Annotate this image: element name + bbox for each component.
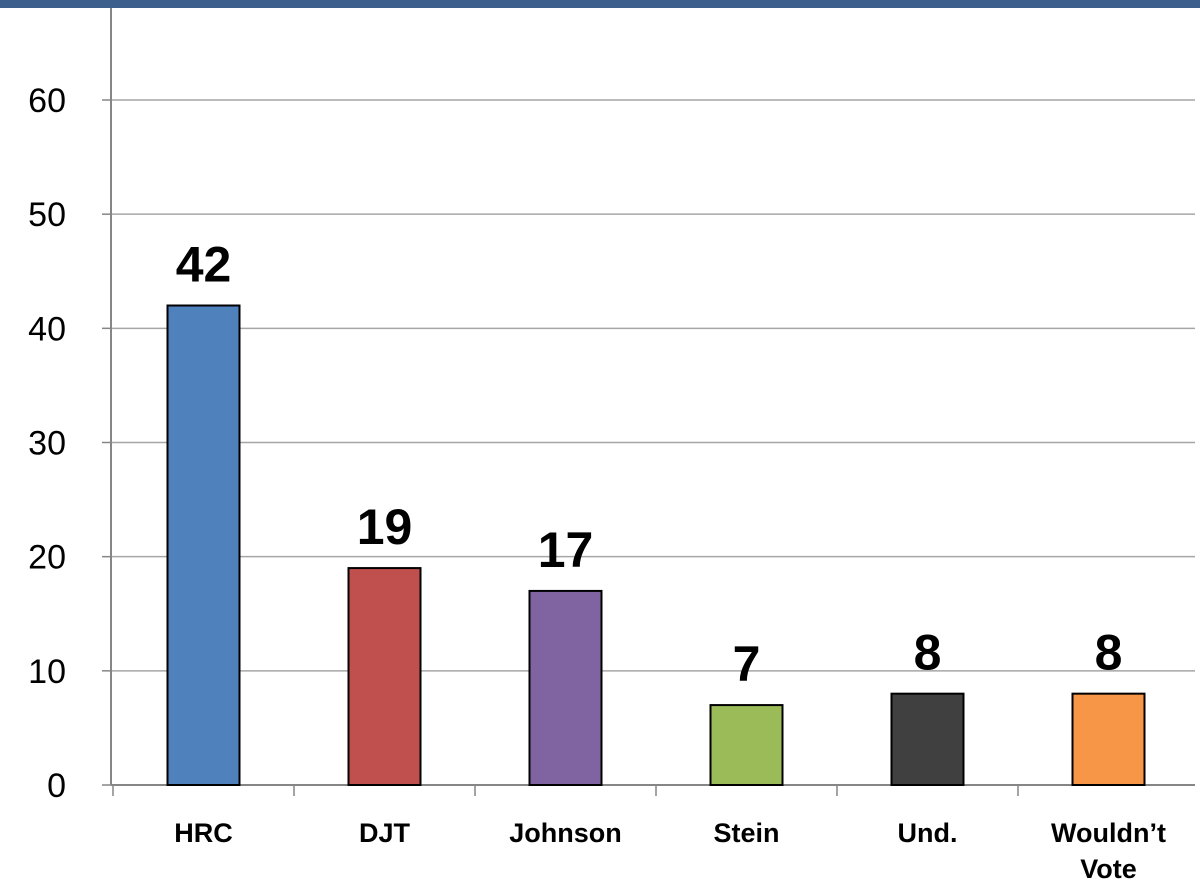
y-tick-label: 20 bbox=[28, 539, 66, 577]
bar-hrc bbox=[166, 304, 241, 786]
bar-djt bbox=[347, 567, 422, 786]
x-category-label-line: HRC bbox=[174, 818, 233, 848]
x-category-label-line: Stein bbox=[713, 818, 779, 848]
x-category-label-line: Vote bbox=[1080, 854, 1137, 884]
header-accent-bar bbox=[0, 0, 1200, 8]
bar-stein bbox=[709, 704, 784, 786]
x-category-label-line: Und. bbox=[898, 818, 958, 848]
data-label: 7 bbox=[733, 636, 761, 692]
data-label: 8 bbox=[914, 625, 942, 681]
bar-johnson bbox=[528, 589, 603, 787]
x-category-label: Wouldn’t Vote bbox=[1051, 818, 1166, 884]
x-category-label: Stein bbox=[713, 818, 779, 848]
x-category-label-line: Johnson bbox=[509, 818, 622, 848]
bar-und bbox=[890, 692, 965, 787]
y-tick-label: 0 bbox=[47, 767, 66, 805]
x-category-label-line: Wouldn’t bbox=[1051, 818, 1166, 848]
x-category-label: DJT bbox=[359, 818, 411, 848]
data-label: 8 bbox=[1095, 625, 1123, 681]
x-category-label-line: DJT bbox=[359, 818, 411, 848]
y-tick-label: 50 bbox=[28, 196, 66, 234]
y-tick-label: 30 bbox=[28, 425, 66, 463]
x-category-label: Johnson bbox=[509, 818, 622, 848]
x-category-label: HRC bbox=[174, 818, 233, 848]
data-label: 17 bbox=[538, 522, 594, 578]
y-tick-label: 60 bbox=[28, 82, 66, 120]
data-label: 42 bbox=[176, 237, 232, 293]
y-tick-label: 10 bbox=[28, 653, 66, 691]
bar-wouldn-t-vote bbox=[1071, 692, 1146, 787]
data-label: 19 bbox=[357, 499, 413, 555]
y-tick-label: 40 bbox=[28, 310, 66, 348]
x-category-label: Und. bbox=[898, 818, 958, 848]
